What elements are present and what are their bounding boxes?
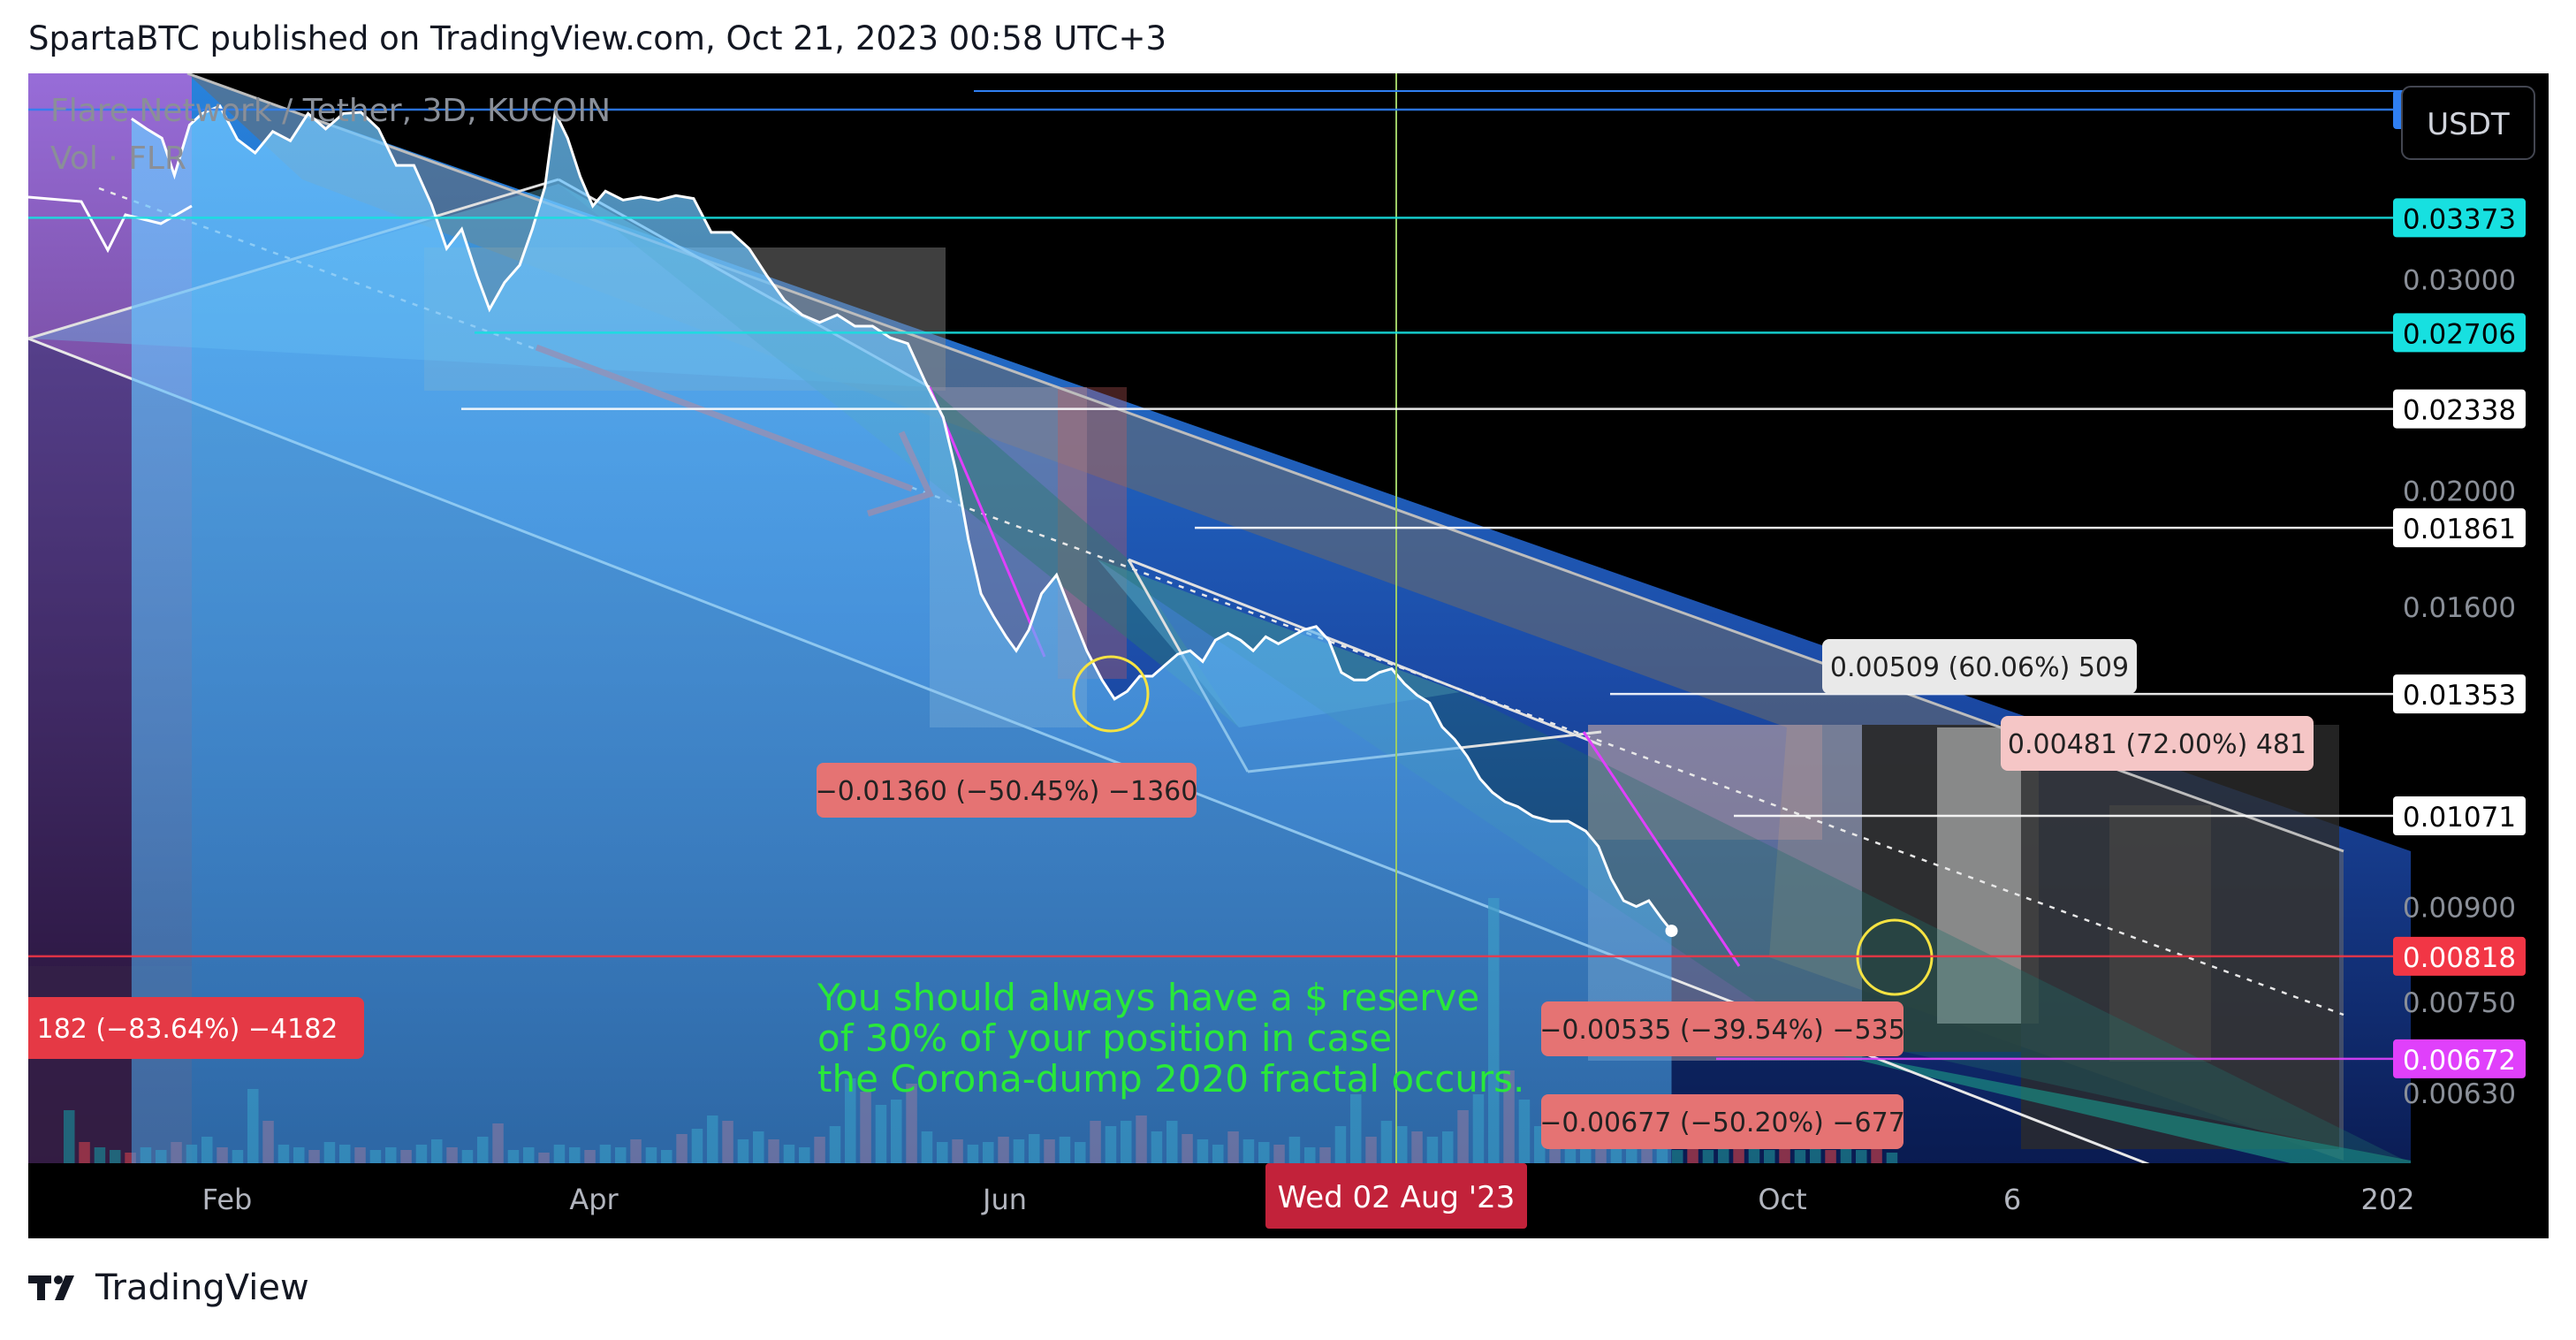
crosshair-date-tag: Wed 02 Aug '23 <box>1265 1163 1527 1229</box>
tradingview-logo-icon <box>28 1275 74 1300</box>
y-axis-tick-label: 0.00750 <box>2403 987 2516 1019</box>
annotation-line-3: the Corona-dump 2020 fractal occurs. <box>817 1057 1524 1100</box>
price-level-label: 0.01071 <box>2403 802 2516 834</box>
measure-label-text: 0.00509 (60.06%) 509 <box>1830 652 2129 683</box>
volume-bar <box>1840 1145 1852 1163</box>
price-level-tag <box>2393 508 2526 548</box>
x-axis-tick-label: Jun <box>981 1183 1027 1216</box>
projection-line-1 <box>928 386 1046 658</box>
price-level-tag <box>2393 1039 2526 1078</box>
measure-label-box <box>1541 1094 1904 1149</box>
measure-label-box <box>1822 639 2137 694</box>
volume-bar <box>1779 1147 1790 1163</box>
footer-brand: TradingView <box>28 1266 309 1310</box>
price-level-label: 0.01353 <box>2403 680 2516 712</box>
volume-bar <box>1748 1147 1760 1163</box>
chart-title: Flare Network / Tether, 3D, KUCOIN <box>50 93 611 129</box>
x-axis-tick-label: Apr <box>569 1183 619 1216</box>
x-axis-tick-label: 6 <box>2003 1183 2021 1216</box>
price-line <box>131 103 1673 933</box>
volume-bar <box>1718 1145 1729 1163</box>
x-axis-tick-label: Feb <box>202 1183 253 1216</box>
y-axis-tick-label: 0.00630 <box>2403 1078 2516 1110</box>
price-level-tag <box>2393 389 2526 429</box>
price-line-left <box>28 195 193 254</box>
y-axis-tick-label: 0.02000 <box>2403 476 2516 508</box>
y-axis-tick-label: 0.01600 <box>2403 592 2516 624</box>
volume-bar <box>1810 1147 1821 1163</box>
y-axis-tick-label: 0.03000 <box>2403 265 2516 297</box>
price-level-label: 0.00672 <box>2403 1045 2516 1077</box>
triangle-edge-5 <box>1128 558 1602 747</box>
price-chart[interactable]: −0.01360 (−50.45%) −1360 0.00509 (60.06%)… <box>28 73 2549 1238</box>
price-level-tag <box>2393 796 2526 835</box>
volume-bar <box>64 1110 75 1163</box>
price-level-label: 0.02706 <box>2403 318 2516 350</box>
price-level-tag <box>2393 198 2526 238</box>
price-level-tag <box>2393 313 2526 353</box>
annotation-line-1: You should always have a $ reserve <box>817 976 1479 1019</box>
price-area <box>131 105 1672 1163</box>
price-level-tag <box>2393 674 2526 714</box>
price-level-label: 0.02338 <box>2403 395 2516 427</box>
volume-bar <box>1794 1150 1806 1163</box>
chart-panel[interactable]: −0.01360 (−50.45%) −1360 0.00509 (60.06%)… <box>28 73 2549 1238</box>
annotation-line-2: of 30% of your position in case <box>817 1016 1392 1060</box>
volume-bar <box>110 1150 121 1163</box>
volume-bar <box>79 1142 90 1163</box>
price-level-label: 0.01861 <box>2403 514 2516 545</box>
x-axis-tick-label: Oct <box>1758 1183 1806 1216</box>
range-box-3-top <box>1588 725 1822 840</box>
volume-bar <box>1672 1150 1683 1163</box>
volume-bar <box>1825 1150 1836 1163</box>
currency-label: USDT <box>2427 107 2510 142</box>
measure-label-box <box>817 763 1197 818</box>
projection-line-2 <box>1582 731 1741 967</box>
measure-label-text: −0.00677 (−50.20%) −677 <box>1539 1108 1905 1138</box>
publisher-line: SpartaBTC published on TradingView.com, … <box>28 19 1167 57</box>
currency-button[interactable]: USDT <box>2401 86 2535 160</box>
measure-label-box <box>2001 716 2314 771</box>
volume-bar <box>1687 1147 1698 1163</box>
current-price-dot <box>1665 925 1678 938</box>
measure-label-box <box>28 997 364 1059</box>
channel-gray-band <box>187 73 2344 1161</box>
x-axis-tick-label: 202 <box>2360 1183 2414 1216</box>
measure-label-text: −0.00535 (−39.54%) −535 <box>1539 1015 1905 1046</box>
price-level-label: 0.03373 <box>2403 203 2516 235</box>
highlight-circle-1 <box>1072 655 1150 733</box>
volume-bar <box>1764 1150 1775 1163</box>
crosshair-date-label: Wed 02 Aug '23 <box>1278 1180 1516 1215</box>
volume-bar <box>1871 1147 1882 1163</box>
triangle-4 <box>1760 1037 2411 1163</box>
measure-label-text: −0.01360 (−50.45%) −1360 <box>816 776 1198 807</box>
price-level-label: 0.00818 <box>2403 942 2516 974</box>
volume-bar <box>1886 1153 1898 1163</box>
y-axis-tick-label: 0.00900 <box>2403 893 2516 925</box>
footer-brand-text: TradingView <box>95 1268 309 1308</box>
volume-legend: Vol · FLR <box>50 141 186 177</box>
volume-bar <box>1702 1150 1714 1163</box>
volume-bar <box>94 1147 106 1163</box>
measure-label-text: 0.00481 (72.00%) 481 <box>2008 729 2306 760</box>
dark-box-2 <box>2021 725 2339 1149</box>
measure-label-text: 182 (−83.64%) −4182 <box>37 1014 338 1045</box>
volume-bar <box>1856 1150 1867 1163</box>
measure-label-box <box>1541 1001 1904 1056</box>
price-level-tag <box>2393 936 2526 976</box>
